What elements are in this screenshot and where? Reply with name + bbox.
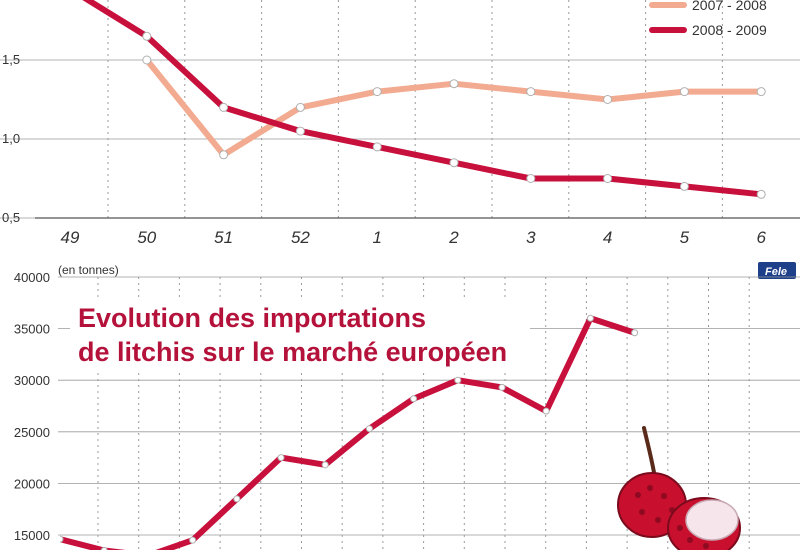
bottom-series-point bbox=[233, 495, 241, 503]
bottom-series-point bbox=[454, 376, 462, 384]
top-series-1-point bbox=[603, 95, 613, 104]
bottom-series-point bbox=[60, 535, 64, 543]
top-series-1-point bbox=[372, 87, 382, 97]
logo: Fele bbox=[758, 262, 796, 279]
bottom-series-point bbox=[321, 461, 329, 469]
top-series-2-point bbox=[679, 181, 689, 191]
top-price-chart: 0,5 1,0 1,5 49 50 51 52 1 2 3 4 5 6 2007 - 2008 200… bbox=[0, 0, 800, 247]
logo-text: Fele bbox=[765, 266, 787, 278]
legend-item-2007-2008: 2007 - 2008 bbox=[649, 0, 767, 13]
legend: 2007 - 2008 2008 - 2009 bbox=[649, 0, 767, 38]
chart-title: Evolution des importations bbox=[78, 303, 426, 333]
top-series-1-point bbox=[295, 102, 305, 112]
top-series-1-point bbox=[526, 87, 536, 97]
top-x-tick-label: 4 bbox=[603, 228, 612, 247]
top-series-1-point bbox=[756, 87, 766, 97]
bottom-series-point bbox=[586, 314, 594, 322]
lychee-illustration bbox=[617, 426, 741, 550]
unit-label: (en tonnes) bbox=[58, 263, 119, 277]
legend-label-2007-2008: 2007 - 2008 bbox=[692, 0, 767, 13]
top-series-2-point bbox=[295, 126, 305, 136]
bottom-series-point bbox=[365, 425, 373, 433]
top-series-2-point bbox=[449, 158, 459, 168]
chart-subtitle: de litchis sur le marché européen bbox=[78, 337, 507, 367]
top-x-tick-label: 2 bbox=[448, 228, 459, 247]
bottom-series-point bbox=[542, 407, 550, 415]
top-series-1-point bbox=[142, 55, 152, 65]
top-x-tick-label: 49 bbox=[61, 228, 80, 247]
bottom-series-line bbox=[60, 315, 638, 550]
top-x-tick-label: 5 bbox=[680, 228, 690, 247]
top-series-2-point bbox=[372, 142, 382, 152]
bottom-y-tick-label: 30000 bbox=[14, 373, 50, 388]
bottom-series-point bbox=[277, 454, 285, 462]
bottom-y-tick-label: 40000 bbox=[14, 270, 50, 285]
bottom-y-tick-label: 20000 bbox=[14, 476, 50, 491]
legend-item-2008-2009: 2008 - 2009 bbox=[649, 22, 767, 38]
top-x-tick-label: 52 bbox=[291, 228, 310, 247]
top-series-1-point bbox=[679, 87, 689, 97]
top-y-tick-label: 1,0 bbox=[2, 131, 20, 146]
top-x-tick-label: 6 bbox=[756, 228, 766, 247]
bottom-y-tick-label: 15000 bbox=[14, 528, 50, 543]
top-x-tick-label: 3 bbox=[526, 228, 536, 247]
top-y-tick-label: 0,5 bbox=[2, 210, 20, 225]
bottom-y-tick-label: 25000 bbox=[14, 425, 50, 440]
legend-label-2008-2009: 2008 - 2009 bbox=[692, 22, 767, 38]
logo-badge bbox=[758, 262, 796, 279]
bottom-series-point bbox=[631, 329, 639, 337]
bottom-y-tick-label: 35000 bbox=[14, 322, 50, 337]
bottom-series-point bbox=[498, 383, 506, 391]
top-series-1-point bbox=[219, 150, 229, 160]
top-series-line-1 bbox=[143, 57, 765, 158]
top-series-1-point bbox=[449, 79, 459, 89]
top-x-tick-label: 51 bbox=[214, 228, 233, 247]
top-series-2-point bbox=[603, 174, 613, 183]
lychee-flesh bbox=[685, 499, 739, 541]
top-series-2-point bbox=[526, 174, 536, 183]
bottom-series-point bbox=[100, 546, 108, 550]
top-x-tick-label: 50 bbox=[137, 228, 156, 247]
title-backdrop bbox=[70, 298, 530, 370]
bottom-series-point bbox=[410, 395, 418, 403]
top-series-2-point bbox=[142, 31, 152, 41]
top-y-tick-label: 1,5 bbox=[2, 52, 20, 67]
top-series-2-point bbox=[219, 102, 229, 112]
bottom-series-point bbox=[189, 536, 197, 544]
lychee-stem bbox=[642, 426, 657, 480]
top-x-tick-label: 1 bbox=[372, 228, 381, 247]
top-series-2-point bbox=[756, 189, 766, 199]
bottom-imports-chart: (en tonnes) Fele 15000 20000 25000 30000 350… bbox=[14, 262, 800, 550]
top-series-line-2 bbox=[82, 0, 765, 198]
